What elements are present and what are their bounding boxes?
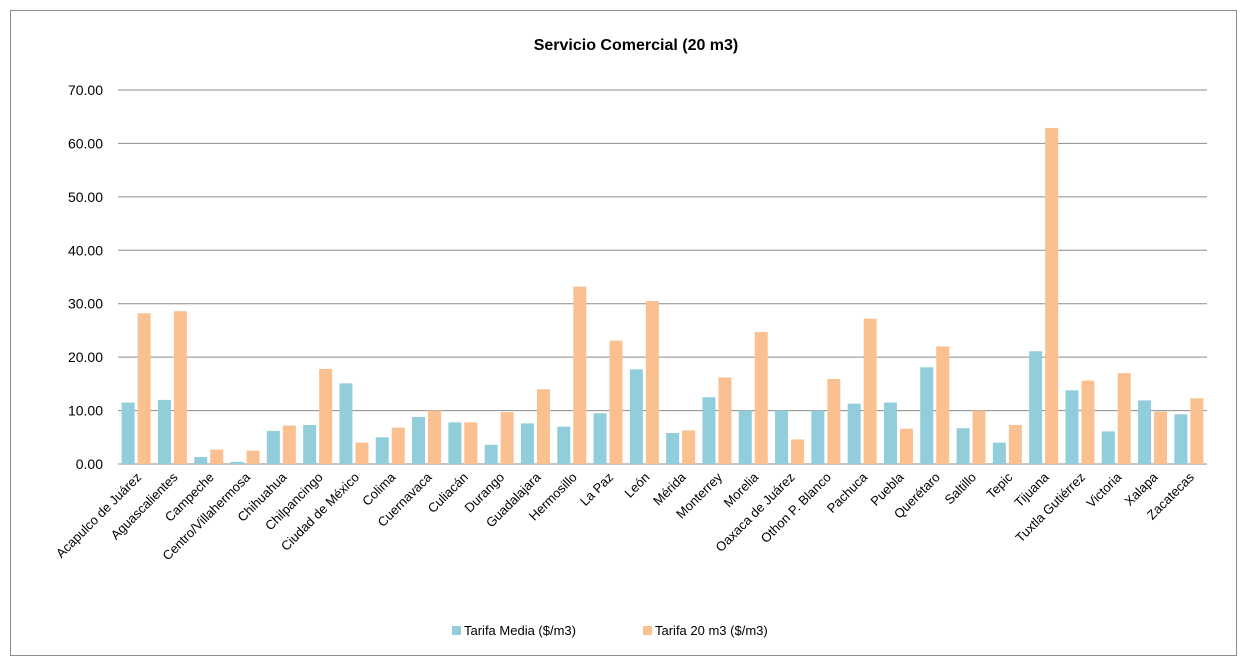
bar-tarifa-media	[1174, 414, 1188, 464]
bar-tarifa-media	[375, 437, 389, 464]
y-axis-tick-labels: 0.00 10.00 20.00 30.00 40.00 50.00 60.00 70.00	[68, 82, 103, 472]
bar-tarifa-20m3	[899, 428, 913, 464]
bar-tarifa-20m3	[391, 427, 405, 464]
bar-tarifa-20m3	[1045, 127, 1059, 465]
x-axis-tick-labels: Acapulco de JuárezAguascalientesCampeche…	[53, 469, 1197, 563]
bar-tarifa-20m3	[609, 340, 623, 464]
bar-tarifa-media	[412, 416, 426, 464]
gridlines	[118, 89, 1207, 465]
x-category-label: Pachuca	[824, 469, 871, 516]
bar-tarifa-20m3	[464, 422, 478, 464]
bar-tarifa-media	[448, 422, 462, 464]
bar-tarifa-media	[520, 423, 534, 464]
bar-tarifa-20m3	[500, 412, 514, 464]
bar-tarifa-20m3	[827, 379, 841, 464]
legend-label: Tarifa Media ($/m3)	[464, 623, 576, 638]
y-tick-label: 10.00	[68, 403, 103, 419]
bar-tarifa-20m3	[718, 377, 732, 464]
bar-tarifa-media	[1029, 351, 1043, 464]
y-tick-label: 30.00	[68, 296, 103, 312]
bar-tarifa-20m3	[1117, 373, 1131, 464]
y-tick-label: 20.00	[68, 349, 103, 365]
bar-tarifa-20m3	[1008, 425, 1022, 464]
bar-tarifa-media	[738, 410, 752, 464]
bar-tarifa-media	[992, 442, 1006, 464]
bar-tarifa-media	[629, 369, 643, 464]
legend: Tarifa Media ($/m3) Tarifa 20 m3 ($/m3)	[452, 623, 768, 638]
bar-tarifa-20m3	[1154, 411, 1168, 464]
bar-tarifa-20m3	[355, 442, 369, 464]
bar-tarifa-media	[157, 399, 171, 464]
bar-tarifa-20m3	[137, 313, 151, 464]
bar-tarifa-media	[266, 430, 280, 464]
bar-tarifa-media	[702, 397, 716, 464]
y-tick-label: 60.00	[68, 135, 103, 151]
bar-tarifa-20m3	[210, 449, 224, 464]
bar-tarifa-media	[194, 457, 208, 464]
bar-tarifa-20m3	[573, 286, 587, 464]
bar-tarifa-media	[230, 461, 244, 464]
bar-tarifa-media	[303, 425, 317, 464]
bar-tarifa-media	[1101, 431, 1115, 464]
bar-tarifa-media	[775, 410, 789, 464]
bar-tarifa-20m3	[173, 311, 187, 464]
legend-swatch	[643, 626, 652, 635]
x-category-label: León	[621, 470, 652, 501]
bar-tarifa-media	[484, 444, 498, 464]
bar-tarifa-20m3	[319, 368, 333, 464]
bar-tarifa-media	[811, 410, 825, 464]
bar-tarifa-media	[956, 428, 970, 464]
bars	[121, 127, 1204, 465]
bar-tarifa-20m3	[972, 410, 986, 464]
bar-tarifa-media	[920, 367, 934, 464]
bar-tarifa-20m3	[791, 439, 805, 464]
bar-tarifa-20m3	[682, 430, 696, 464]
bar-tarifa-media	[593, 413, 607, 464]
bar-tarifa-20m3	[1081, 380, 1095, 464]
bar-tarifa-media	[666, 433, 680, 464]
x-category-label: Victoria	[1083, 469, 1125, 511]
chart-title: Servicio Comercial (20 m3)	[534, 37, 739, 54]
y-tick-label: 70.00	[68, 82, 103, 98]
x-category-label: Culiacán	[425, 470, 471, 516]
bar-tarifa-20m3	[246, 450, 260, 464]
chart-frame	[10, 10, 1237, 656]
bar-tarifa-media	[557, 426, 571, 464]
x-category-label: La Paz	[577, 470, 616, 509]
bar-tarifa-20m3	[754, 332, 768, 464]
bar-tarifa-media	[121, 402, 135, 464]
y-tick-label: 0.00	[76, 456, 103, 472]
bar-tarifa-20m3	[1190, 398, 1204, 464]
x-category-label: Saltillo	[941, 470, 979, 508]
bar-tarifa-20m3	[536, 389, 550, 464]
bar-tarifa-media	[883, 402, 897, 464]
bar-tarifa-20m3	[863, 318, 877, 464]
bar-tarifa-20m3	[936, 346, 950, 464]
bar-tarifa-media	[1138, 400, 1152, 464]
bar-tarifa-20m3	[428, 410, 442, 464]
legend-label: Tarifa 20 m3 ($/m3)	[655, 623, 768, 638]
x-category-label: Tepic	[983, 469, 1015, 501]
y-tick-label: 50.00	[68, 189, 103, 205]
bar-tarifa-20m3	[645, 301, 659, 464]
bar-tarifa-media	[339, 383, 353, 464]
y-tick-label: 40.00	[68, 242, 103, 258]
bar-tarifa-media	[847, 403, 861, 464]
legend-swatch	[452, 626, 461, 635]
bar-tarifa-20m3	[282, 425, 296, 464]
bar-tarifa-media	[1065, 390, 1079, 464]
